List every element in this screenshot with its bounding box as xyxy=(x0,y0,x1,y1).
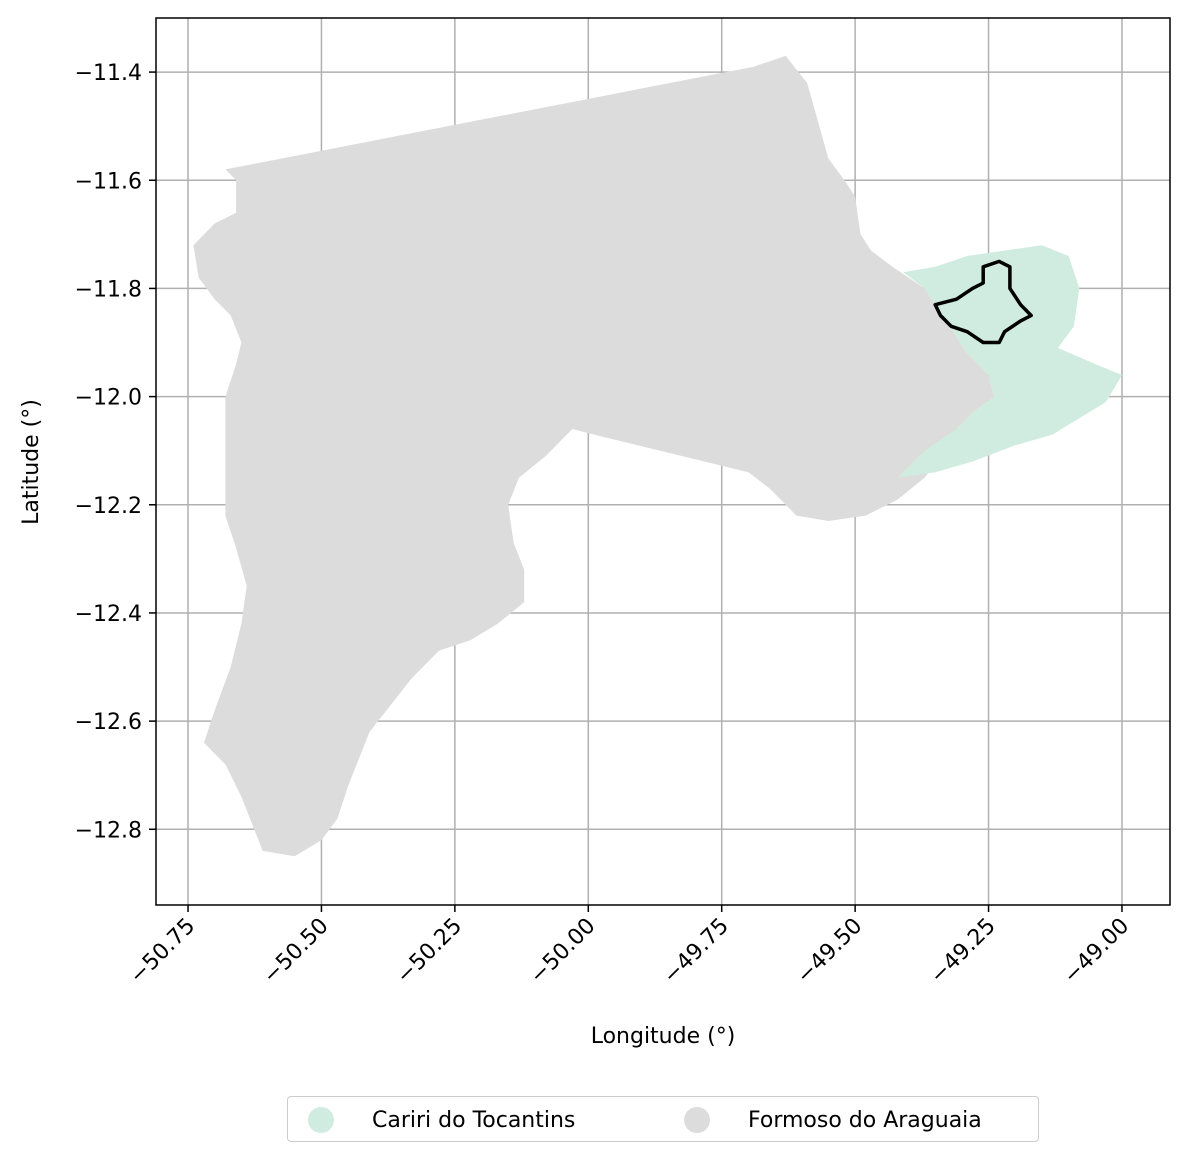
x-tick-label: −49.50 xyxy=(792,914,867,989)
region-formoso-do-araguaia xyxy=(193,55,994,857)
map-regions xyxy=(193,55,1122,857)
x-tick-label: −50.25 xyxy=(392,914,467,989)
x-axis-label: Longitude (°) xyxy=(591,1024,736,1049)
y-tick-label: −12.2 xyxy=(75,494,142,519)
y-tick-label: −12.6 xyxy=(75,710,142,735)
highlight-boundary xyxy=(933,259,1033,345)
legend-item-cariri: Cariri do Tocantins xyxy=(308,1097,575,1143)
legend-marker-cariri xyxy=(308,1107,334,1133)
x-tick-label: −50.00 xyxy=(525,914,600,989)
plot-frame xyxy=(155,17,1171,906)
y-tick-label: −12.0 xyxy=(75,386,142,411)
legend-item-formoso: Formoso do Araguaia xyxy=(684,1097,982,1143)
x-tick-label: −49.25 xyxy=(926,914,1001,989)
y-tick-label: −11.4 xyxy=(75,61,142,86)
x-tick-label: −50.75 xyxy=(125,914,200,989)
x-tick-label: −49.75 xyxy=(659,914,734,989)
y-tick-label: −12.8 xyxy=(75,818,142,843)
y-tick-label: −11.6 xyxy=(75,169,142,194)
x-tick-label: −49.00 xyxy=(1059,914,1134,989)
legend-label-formoso: Formoso do Araguaia xyxy=(748,1107,982,1133)
legend-marker-formoso xyxy=(684,1107,710,1133)
y-tick-label: −12.4 xyxy=(75,602,142,627)
y-tick-label: −11.8 xyxy=(75,277,142,302)
legend-label-cariri: Cariri do Tocantins xyxy=(372,1107,576,1133)
legend: Cariri do Tocantins Formoso do Araguaia xyxy=(287,1096,1039,1142)
region-cariri-do-tocantins xyxy=(897,245,1122,478)
y-axis-label: Latitude (°) xyxy=(19,399,44,525)
x-tick-label: −50.50 xyxy=(258,914,333,989)
